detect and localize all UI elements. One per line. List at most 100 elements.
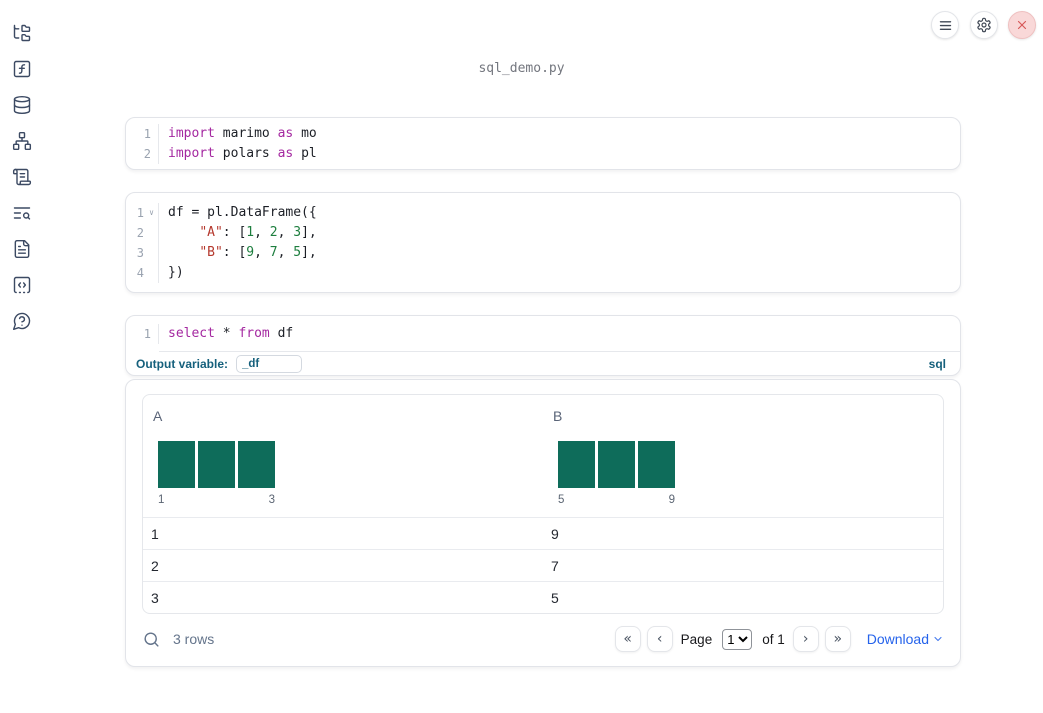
pagination-prev-button[interactable]: ‹ <box>646 626 673 652</box>
chevrons-right-icon: » <box>833 631 843 647</box>
histogram-bar <box>158 441 195 488</box>
histogram-tick-label: 1 <box>158 494 165 506</box>
line-number: 3 <box>126 243 159 263</box>
line-number: 2 <box>126 223 159 243</box>
line-number: 4 <box>126 263 159 283</box>
histogram-tick-label: 5 <box>558 494 565 506</box>
page-label: Page <box>680 631 713 647</box>
datasources-icon <box>13 95 31 115</box>
chevrons-left-icon: « <box>623 631 632 647</box>
histogram-bar <box>638 441 675 488</box>
histogram-tick-label: 9 <box>668 494 675 506</box>
sql-code-editor[interactable]: 1 select * from df <box>126 316 960 351</box>
column-label: B <box>553 408 563 424</box>
download-button[interactable]: Download <box>867 631 944 647</box>
close-button[interactable] <box>1008 11 1036 39</box>
menu-button[interactable] <box>931 11 959 39</box>
code-line: 1 ∨ df = pl.DataFrame({ <box>126 203 960 223</box>
table-cell: 7 <box>551 557 559 574</box>
chevron-left-icon: ‹ <box>656 631 663 647</box>
chevron-right-icon: › <box>802 631 809 647</box>
histogram-bar <box>238 441 275 488</box>
histogram-tick-label: 3 <box>268 494 275 506</box>
code-text: select * from df <box>168 326 294 341</box>
page-select[interactable]: 1 <box>722 628 753 650</box>
snippets-icon <box>13 276 31 294</box>
code-line: 2 "A": [1, 2, 3], <box>126 223 960 243</box>
help-icon <box>12 312 31 331</box>
pagination-last-button[interactable]: » <box>824 626 851 652</box>
function-variables-icon <box>13 60 31 78</box>
line-number: 2 <box>126 144 159 164</box>
code-cell-dataframe[interactable]: 1 ∨ df = pl.DataFrame({2 "A": [1, 2, 3], 3 … <box>125 192 961 293</box>
sidebar-item-help[interactable] <box>12 311 32 331</box>
code-editor[interactable]: 1 ∨ df = pl.DataFrame({2 "A": [1, 2, 3], 3 … <box>126 203 960 283</box>
table-cell: 3 <box>151 590 159 606</box>
pagination-first-button[interactable]: « <box>614 626 641 652</box>
code-text: "A": [1, 2, 3], <box>199 225 317 240</box>
chevron-down-icon <box>934 636 942 642</box>
documentation-icon <box>14 239 30 259</box>
table-footer: 3 rows « ‹ Page 1 of 1 › » Download <box>126 614 960 652</box>
column-label: A <box>153 408 163 424</box>
pagination-next-button[interactable]: › <box>792 626 819 652</box>
sidebar-item-datasources[interactable] <box>12 95 32 115</box>
code-cell-imports[interactable]: 1 import marimo as mo 2 import polars as pl <box>125 117 961 170</box>
code-text: import marimo as mo <box>168 126 317 141</box>
table-cell: 2 <box>151 557 159 574</box>
sidebar-item-file-explorer[interactable] <box>12 23 32 43</box>
output-variable-input[interactable] <box>236 355 303 373</box>
code-line: 1 select * from df <box>126 324 960 344</box>
file-explorer-icon <box>13 24 31 42</box>
table-cell: 5 <box>551 590 559 606</box>
settings-icon <box>977 17 991 33</box>
code-text: df = pl.DataFrame({ <box>168 205 317 220</box>
code-line: 1 import marimo as mo <box>126 124 960 144</box>
sidebar-item-snippets[interactable] <box>12 275 32 295</box>
code-text: }) <box>168 265 184 280</box>
outline-search-icon <box>13 207 31 220</box>
code-line: 2 import polars as pl <box>126 144 960 164</box>
code-text: "B": [9, 7, 5], <box>199 245 317 260</box>
code-editor[interactable]: 1 import marimo as mo 2 import polars as pl <box>126 124 960 164</box>
search-icon[interactable] <box>142 630 161 649</box>
histogram-bar <box>558 441 595 488</box>
code-line: 3 "B": [9, 7, 5], <box>126 243 960 263</box>
line-number: 1 ∨ <box>126 203 159 223</box>
sidebar-item-outline-search[interactable] <box>12 203 32 223</box>
sql-cell-footer: Output variable: sql <box>126 352 960 376</box>
settings-button[interactable] <box>970 11 998 39</box>
fold-chevron-icon[interactable]: ∨ <box>149 208 154 217</box>
histogram-bar <box>198 441 235 488</box>
output-variable-label: Output variable: <box>136 357 229 371</box>
menu-icon <box>939 20 951 30</box>
sidebar <box>0 0 44 713</box>
sidebar-item-documentation[interactable] <box>12 239 32 259</box>
sidebar-item-scratchpad[interactable] <box>12 167 32 187</box>
notebook-filename: sql_demo.py <box>478 61 565 76</box>
code-text: import polars as pl <box>168 146 317 161</box>
line-number: 1 <box>126 124 159 144</box>
histogram-bar <box>598 441 635 488</box>
close-icon <box>1017 20 1027 30</box>
code-line: 4}) <box>126 263 960 283</box>
language-badge: sql <box>928 357 946 371</box>
sidebar-item-dependency-graph[interactable] <box>12 131 32 151</box>
table-cell: 1 <box>151 525 159 542</box>
line-number: 1 <box>126 324 159 344</box>
divider <box>159 351 960 352</box>
download-label: Download <box>866 631 929 647</box>
sidebar-item-variables[interactable] <box>12 59 32 79</box>
sql-cell[interactable]: 1 select * from df Output variable: sql <box>125 315 961 376</box>
row-count: 3 rows <box>173 631 215 647</box>
